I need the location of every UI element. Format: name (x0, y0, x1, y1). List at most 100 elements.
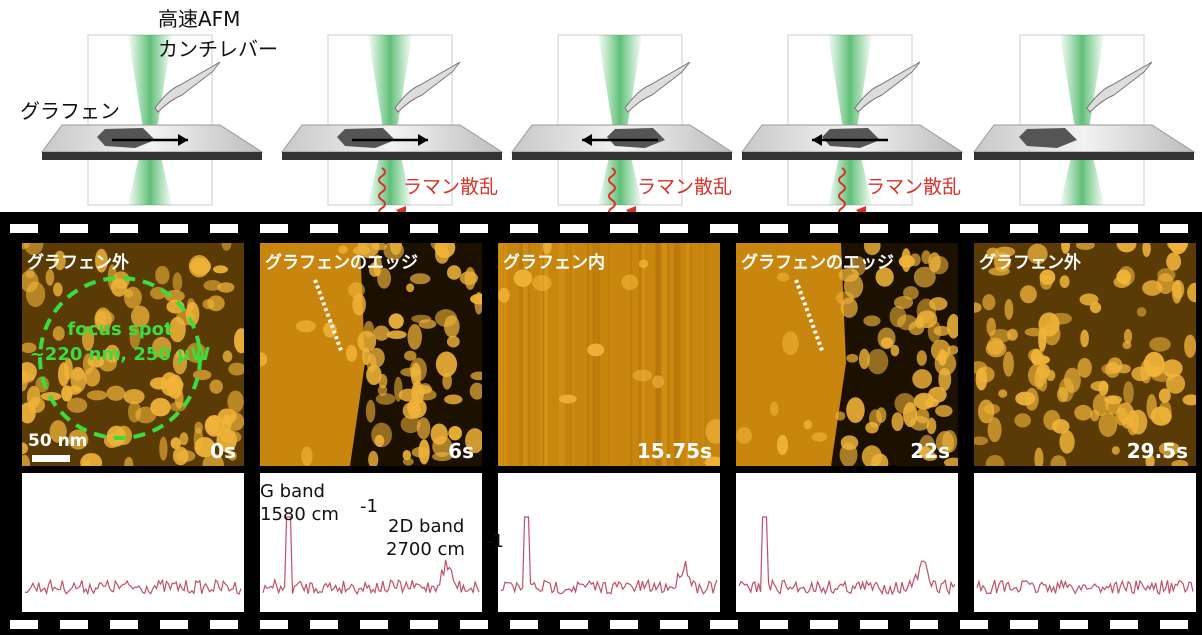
sprocket-hole (1110, 620, 1138, 629)
grain (876, 407, 886, 423)
g-band: G band (260, 481, 325, 502)
sprocket-hole (1160, 224, 1188, 233)
grain (20, 271, 39, 293)
grain (159, 437, 167, 461)
grain (891, 345, 900, 357)
grain (228, 363, 246, 376)
grain (777, 435, 788, 455)
sprocket-hole (1010, 620, 1038, 629)
grain (470, 383, 484, 400)
grain (368, 451, 378, 468)
grain (364, 321, 374, 338)
raman-label: ラマン散乱 (637, 176, 732, 198)
sprocket-hole (460, 224, 488, 233)
grain (1117, 364, 1131, 373)
grain (804, 420, 813, 429)
grain (1149, 337, 1171, 352)
grain (227, 412, 244, 430)
grain (1059, 430, 1074, 454)
grain (1060, 275, 1070, 288)
grain (447, 265, 461, 280)
sprocket-hole (1110, 224, 1138, 233)
sprocket-hole (860, 224, 888, 233)
frames: グラフェン外0sグラフェンのエッジ6sグラフェン内15.75sグラフェンのエッジ… (13, 232, 1202, 612)
grain (633, 370, 652, 382)
sprocket-hole (810, 224, 838, 233)
grain (1043, 410, 1060, 430)
grain (532, 275, 551, 291)
raman-label: ラマン散乱 (866, 176, 961, 198)
streak (642, 243, 645, 466)
grain (389, 313, 404, 329)
sprocket-hole (1160, 620, 1188, 629)
grain (1173, 280, 1185, 299)
spectrum-bg (498, 473, 720, 612)
raman-label: ラマン散乱 (403, 176, 498, 198)
grain (621, 275, 638, 291)
grain (498, 288, 509, 303)
sprocket-hole (760, 620, 788, 629)
streak (665, 243, 667, 466)
grain (912, 369, 932, 389)
sprocket-hole (460, 620, 488, 629)
streak (504, 243, 507, 466)
grain (173, 447, 189, 466)
grain (1032, 355, 1050, 364)
sprocket-hole (60, 620, 88, 629)
sprocket-hole (510, 620, 538, 629)
exponent-2d: -1 (486, 531, 504, 552)
g-exponent: -1 (360, 496, 378, 517)
sprocket-hole (660, 224, 688, 233)
plate-edge (42, 152, 262, 160)
grain (1091, 381, 1109, 391)
grain (1162, 359, 1183, 377)
grain (1099, 412, 1118, 437)
sprocket-hole (10, 620, 38, 629)
grain (150, 377, 169, 389)
glass-plate (974, 125, 1194, 152)
grain (406, 283, 414, 292)
sprocket-hole (160, 620, 188, 629)
scale-bar (32, 455, 70, 462)
frame: グラフェン外0s (13, 232, 248, 612)
grain (58, 362, 69, 386)
grain (53, 326, 65, 341)
grain (128, 401, 141, 423)
streak (659, 243, 662, 466)
grain (1159, 400, 1172, 423)
streak (690, 243, 692, 466)
grain (947, 345, 958, 354)
grain (460, 271, 478, 285)
sprocket-hole (660, 620, 688, 629)
sprocket-hole (210, 620, 238, 629)
grain (1142, 280, 1162, 296)
sprocket-hole (560, 620, 588, 629)
plate-edge (742, 152, 962, 160)
grain (346, 345, 357, 362)
grain (770, 402, 778, 416)
g-wavenumber: 1580 cm (260, 504, 339, 525)
grain (1122, 417, 1132, 429)
grain (376, 393, 396, 405)
grain (982, 294, 995, 310)
grain (986, 318, 996, 336)
illustration (42, 35, 1194, 232)
grain (865, 422, 878, 434)
sprocket-hole (760, 224, 788, 233)
afm-label: 高速AFM (158, 7, 240, 31)
scale-label: 50 nm (28, 431, 87, 451)
grain (436, 352, 457, 378)
grain (407, 398, 426, 419)
focus-text: focus spot (67, 319, 173, 340)
grain (173, 272, 183, 291)
grain (1015, 392, 1035, 406)
grain (1003, 351, 1014, 376)
grain (1038, 312, 1059, 336)
grain (155, 266, 169, 285)
grain (412, 447, 430, 458)
grain (1137, 307, 1147, 317)
grain (387, 330, 407, 339)
sprocket-hole (260, 620, 288, 629)
grain (366, 400, 376, 423)
grain (1040, 274, 1053, 289)
